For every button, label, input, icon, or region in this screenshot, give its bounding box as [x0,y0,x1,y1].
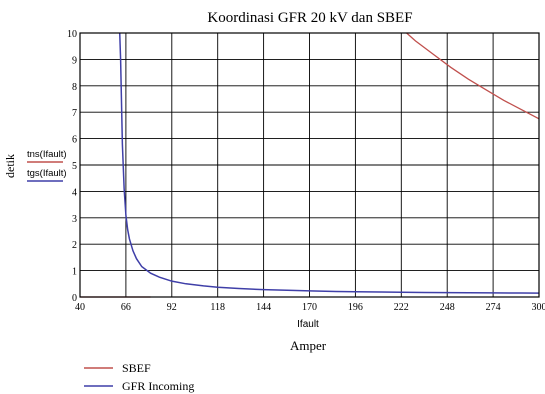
x-tick-label: 92 [167,302,177,313]
x-tick-label: 144 [256,302,271,313]
y-tick-label: 2 [72,240,77,251]
x-tick-label: 170 [302,302,317,313]
grid [79,32,540,298]
x-tick-label: 222 [394,302,409,313]
x-axis-var-label: Ifault [297,319,319,330]
x-tick-labels: 40 66 92 118 144 170 196 222 248 274 300 [75,302,545,313]
y-tick-label: 8 [72,82,77,93]
x-tick-label: 248 [440,302,455,313]
series-line-sbef [406,32,540,120]
chart-title: Koordinasi GFR 20 kV dan SBEF [207,10,412,26]
plot-frame [79,32,540,298]
y-tick-label: 5 [72,161,77,172]
series-line-gfr-incoming [118,32,540,294]
y-tick-label: 4 [72,187,77,198]
y-tick-label: 9 [72,55,77,66]
x-tick-label: 300 [532,302,545,313]
y-tick-label: 1 [72,267,77,278]
y-tick-label: 0 [72,293,77,304]
x-tick-label: 196 [348,302,363,313]
y-tick-label: 3 [72,214,77,225]
y-var-tgs: tgs(Ifault) [27,168,67,179]
x-tick-label: 274 [486,302,501,313]
x-tick-label: 66 [121,302,131,313]
y-tick-labels: 0 1 2 3 4 5 6 7 8 9 10 [67,29,77,304]
y-tick-label: 10 [67,29,77,40]
legend-label-gfr: GFR Incoming [122,379,194,393]
y-tick-label: 6 [72,135,77,146]
legend-label-sbef: SBEF [122,361,151,375]
x-tick-label: 40 [75,302,85,313]
y-var-tns: tns(Ifault) [27,149,67,160]
legend: SBEF GFR Incoming [84,361,194,393]
y-tick-label: 7 [72,108,77,119]
y-axis-label: detik [3,154,17,178]
x-axis-unit-label: Amper [290,338,327,353]
x-tick-label: 118 [210,302,225,313]
